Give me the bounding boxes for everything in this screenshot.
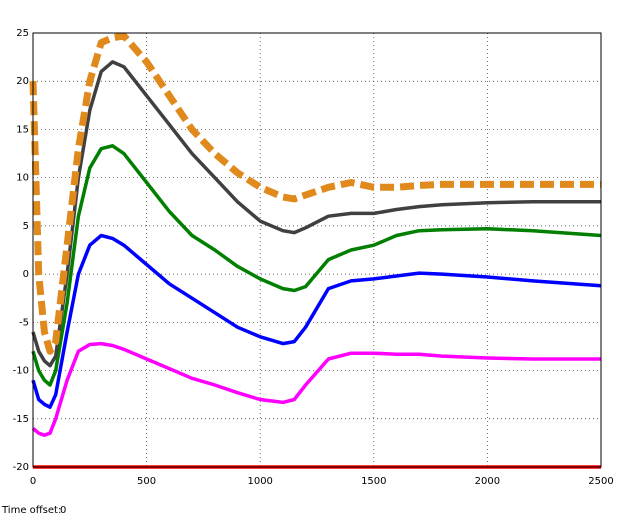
- y-tick-label: 10: [16, 173, 29, 184]
- x-tick-label: 2000: [475, 476, 500, 487]
- series-line: [31, 233, 602, 409]
- y-tick-label: 25: [16, 28, 29, 39]
- x-tick-label: 1000: [247, 476, 272, 487]
- x-tick-label: 2500: [588, 476, 613, 487]
- x-tick-label: 1500: [361, 476, 386, 487]
- series-line: [31, 341, 601, 437]
- y-tick-label: -15: [13, 414, 29, 425]
- lines: [29, 32, 602, 469]
- plot-frame: [32, 32, 602, 468]
- x-tick-label: 0: [30, 476, 36, 487]
- time-offset-value: 0: [60, 505, 66, 516]
- y-tick-label: -10: [13, 366, 29, 377]
- y-tick-label: 5: [23, 221, 29, 232]
- plot-area: [33, 33, 601, 467]
- y-tick-label: 15: [16, 124, 29, 135]
- y-tick-label: 0: [23, 269, 29, 280]
- time-offset-label: Time offset:: [1, 505, 61, 516]
- y-tick-label: -20: [13, 462, 29, 473]
- series-line: [29, 32, 601, 355]
- y-tick-label: 20: [16, 76, 29, 87]
- y-tick-label: -5: [19, 317, 29, 328]
- x-tick-label: 500: [137, 476, 156, 487]
- series-line: [31, 144, 602, 387]
